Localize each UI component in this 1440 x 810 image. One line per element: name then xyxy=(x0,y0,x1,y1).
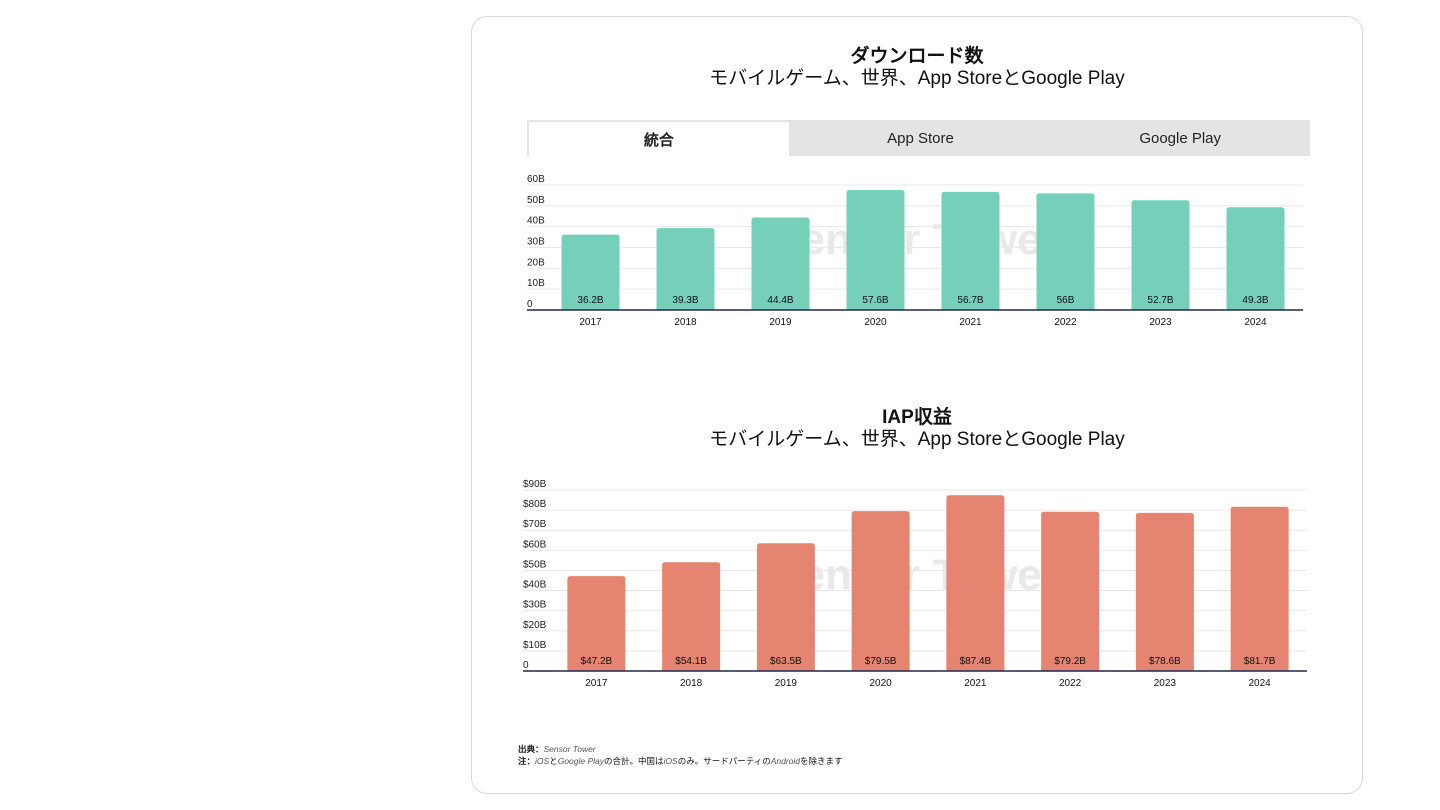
revenue-y-tick-label: $30B xyxy=(523,600,547,611)
revenue-bar xyxy=(1230,506,1289,671)
downloads-y-tick-label: 40B xyxy=(527,216,545,227)
downloads-x-tick-label: 2024 xyxy=(1244,317,1267,328)
revenue-data-label: $79.2B xyxy=(1054,656,1086,667)
downloads-bar xyxy=(561,234,620,310)
downloads-data-label: 39.3B xyxy=(672,295,698,306)
revenue-y-tick-label: $20B xyxy=(523,620,547,631)
downloads-title-block: ダウンロード数 モバイルゲーム、世界、App StoreとGoogle Play xyxy=(472,46,1362,90)
revenue-data-label: $79.5B xyxy=(865,656,897,667)
revenue-x-tick-label: 2018 xyxy=(680,678,703,689)
downloads-bar xyxy=(1226,207,1285,310)
downloads-x-tick-label: 2022 xyxy=(1054,317,1077,328)
revenue-bar xyxy=(851,511,910,671)
revenue-bar xyxy=(756,543,815,671)
downloads-y-tick-label: 0 xyxy=(527,299,533,310)
revenue-data-label: $63.5B xyxy=(770,656,802,667)
revenue-watermark: Sensor Tower xyxy=(771,551,1059,600)
downloads-bar xyxy=(751,217,810,310)
revenue-chart-svg: Sensor Tower 0 $10B $20B $30B $40B $50B $60B $70… xyxy=(523,479,1307,689)
downloads-data-label: 44.4B xyxy=(767,295,793,306)
downloads-y-tick-label: 10B xyxy=(527,278,545,289)
downloads-x-tick-label: 2019 xyxy=(769,317,792,328)
downloads-x-tick-label: 2023 xyxy=(1149,317,1172,328)
revenue-x-tick-label: 2022 xyxy=(1059,678,1082,689)
downloads-bar xyxy=(656,228,715,310)
revenue-bar xyxy=(567,576,626,671)
revenue-data-label: $54.1B xyxy=(675,656,707,667)
revenue-y-tick-label: $60B xyxy=(523,539,547,550)
downloads-y-tick-label: 60B xyxy=(527,174,545,185)
tab-google-play[interactable]: Google Play xyxy=(1139,129,1222,147)
revenue-x-tick-label: 2017 xyxy=(585,678,608,689)
downloads-data-label: 57.6B xyxy=(862,295,888,306)
revenue-y-tick-label: $70B xyxy=(523,519,547,530)
revenue-y-tick-label: $10B xyxy=(523,640,547,651)
revenue-y-tick-label: $80B xyxy=(523,499,547,510)
downloads-x-tick-label: 2021 xyxy=(959,317,982,328)
revenue-x-tick-label: 2020 xyxy=(870,678,893,689)
footer-notes: 出典：Sensor Tower 注：iOSとGoogle Playの合計。中国は… xyxy=(518,743,843,767)
downloads-x-tick-label: 2017 xyxy=(579,317,602,328)
downloads-data-label: 56.7B xyxy=(957,295,983,306)
source-line: 出典：Sensor Tower xyxy=(518,744,596,754)
revenue-data-label: $47.2B xyxy=(581,656,613,667)
revenue-y-tick-label: $90B xyxy=(523,479,547,490)
note-line: 注：iOSとGoogle Playの合計。中国はiOSのみ。サードパーティのAn… xyxy=(518,756,843,766)
downloads-subtitle: モバイルゲーム、世界、App StoreとGoogle Play xyxy=(709,68,1125,89)
downloads-bar xyxy=(1036,193,1095,310)
revenue-title-block: IAP収益 モバイルゲーム、世界、App StoreとGoogle Play xyxy=(472,407,1362,451)
downloads-data-label: 49.3B xyxy=(1242,295,1268,306)
revenue-x-tick-label: 2024 xyxy=(1249,678,1272,689)
revenue-x-tick-label: 2023 xyxy=(1154,678,1177,689)
revenue-title: IAP収益 xyxy=(882,407,952,428)
downloads-data-label: 36.2B xyxy=(577,295,603,306)
downloads-x-tick-label: 2020 xyxy=(864,317,887,328)
downloads-x-tick-label: 2018 xyxy=(674,317,697,328)
tab-app-store[interactable]: App Store xyxy=(887,129,954,147)
tab-combined[interactable]: 統合 xyxy=(527,120,791,156)
downloads-bar xyxy=(846,190,905,310)
revenue-chart: Sensor Tower 0 $10B $20B $30B $40B $50B $60B $70… xyxy=(512,475,1324,695)
downloads-title: ダウンロード数 xyxy=(850,46,984,67)
revenue-data-label: $87.4B xyxy=(960,656,992,667)
revenue-bar xyxy=(946,495,1005,671)
downloads-watermark: Sensor Tower xyxy=(771,215,1059,264)
revenue-y-tick-label: $50B xyxy=(523,559,547,570)
store-tabs: 統合 App Store Google Play xyxy=(527,120,1310,156)
revenue-x-tick-label: 2021 xyxy=(964,678,987,689)
revenue-data-label: $81.7B xyxy=(1244,656,1276,667)
downloads-data-label: 52.7B xyxy=(1147,295,1173,306)
downloads-chart: Sensor Tower 0 10B 20B 30B 40B 50B 60B 36.2B 2017… xyxy=(512,171,1324,331)
downloads-y-tick-label: 20B xyxy=(527,257,545,268)
chart-card: ダウンロード数 モバイルゲーム、世界、App StoreとGoogle Play… xyxy=(471,16,1363,794)
revenue-bar xyxy=(1041,511,1100,671)
revenue-bar xyxy=(662,562,721,671)
downloads-bar xyxy=(1131,200,1190,310)
revenue-y-tick-label: $40B xyxy=(523,580,547,591)
downloads-data-label: 56B xyxy=(1057,295,1075,306)
revenue-bar xyxy=(1135,512,1194,671)
downloads-chart-svg: Sensor Tower 0 10B 20B 30B 40B 50B 60B 36.2B 2017… xyxy=(527,174,1303,328)
downloads-y-tick-label: 30B xyxy=(527,237,545,248)
revenue-x-tick-label: 2019 xyxy=(775,678,798,689)
revenue-data-label: $78.6B xyxy=(1149,656,1181,667)
downloads-bar xyxy=(941,191,1000,310)
downloads-y-tick-label: 50B xyxy=(527,195,545,206)
revenue-subtitle: モバイルゲーム、世界、App StoreとGoogle Play xyxy=(709,429,1125,450)
revenue-y-tick-label: 0 xyxy=(523,660,529,671)
